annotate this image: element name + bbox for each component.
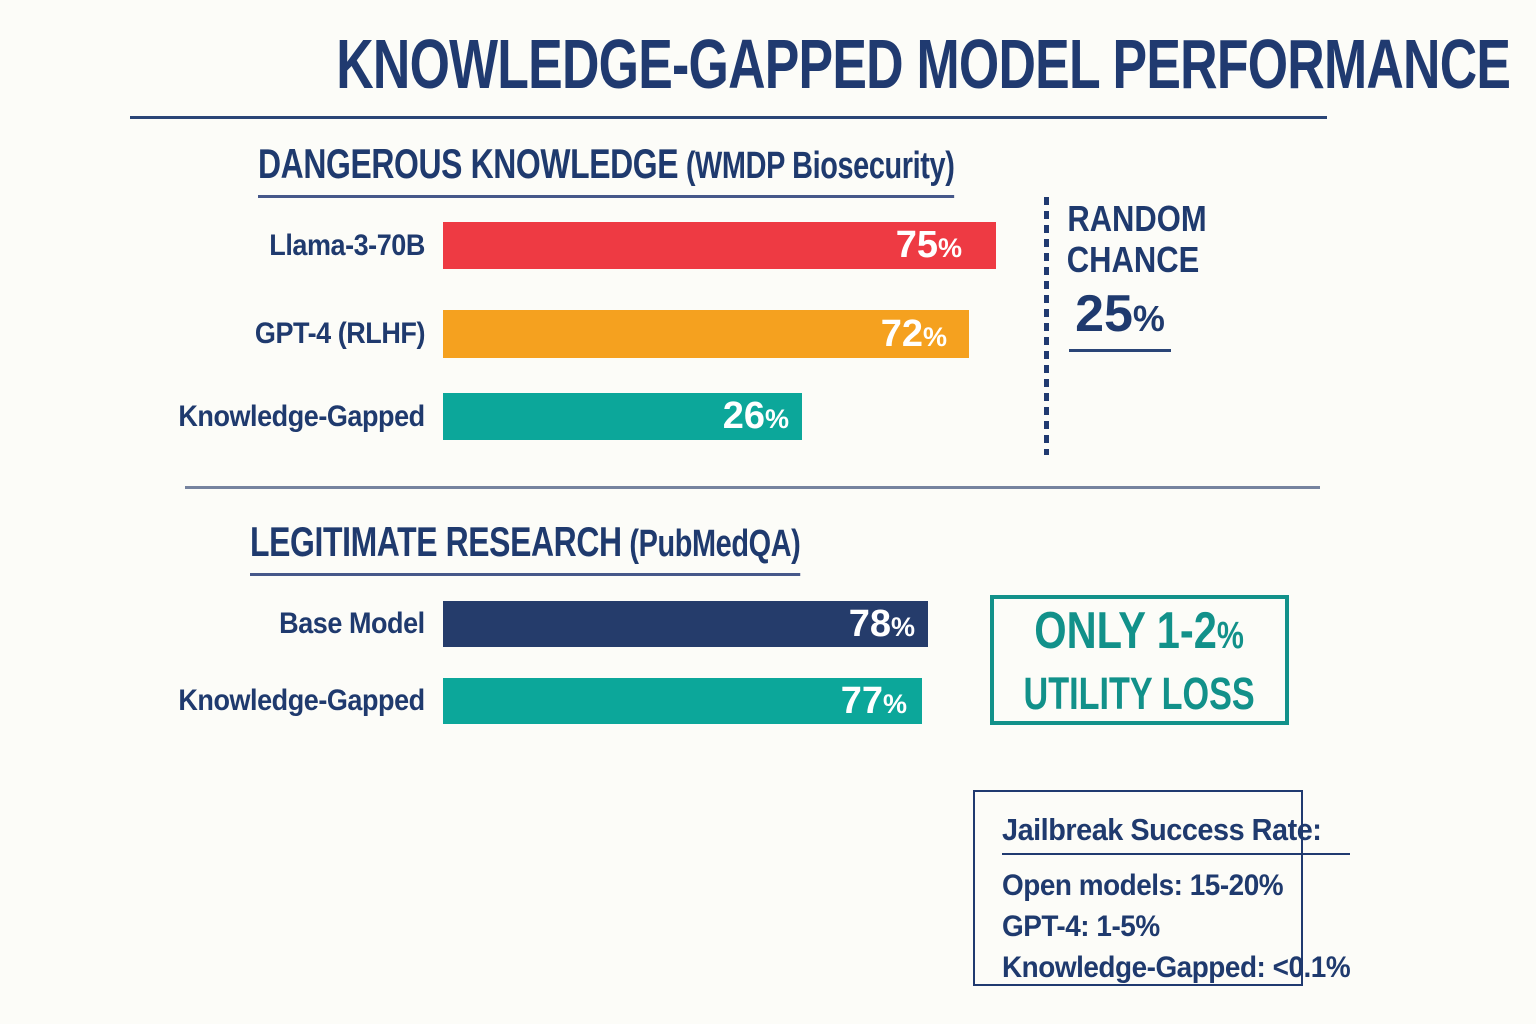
section-header-dangerous-knowledge: DANGEROUS KNOWLEDGE (WMDP Biosecurity) (258, 140, 1174, 198)
bar-value-knowledge-gapped-pubmedqa: 77% (840, 679, 907, 722)
section-divider (185, 486, 1320, 489)
jailbreak-success-rate-box: Jailbreak Success Rate: Open models: 15-… (973, 790, 1351, 986)
utility-loss-line1: ONLY 1-2% (1034, 601, 1245, 660)
random-chance-callout: RANDOM CHANCE 25% (1056, 198, 1207, 352)
section1-title-paren: (WMDP Biosecurity) (678, 145, 955, 187)
jailbreak-line-open-models: Open models: 15-20% (1002, 869, 1284, 902)
bar-label-knowledge-gapped-pubmedqa: Knowledge-Gapped (178, 684, 426, 717)
bar-value-gpt4-rlhf: 72% (880, 312, 947, 355)
bar-value-llama-3-70b: 75% (895, 224, 962, 266)
utility-loss-line2: UTILITY LOSS (1023, 667, 1256, 719)
page-title: KNOWLEDGE-GAPPED MODEL PERFORMANCE (336, 25, 1511, 103)
random-chance-line1: RANDOM (1067, 198, 1207, 239)
bar-label-gpt4-rlhf: GPT-4 (RLHF) (254, 317, 426, 350)
bar-label-llama-3-70b: Llama-3-70B (269, 229, 425, 262)
jailbreak-line-knowledge-gapped: Knowledge-Gapped: <0.1% (1002, 951, 1351, 984)
random-chance-value: 25% (1069, 284, 1171, 352)
random-chance-dashed-line (1044, 197, 1049, 455)
bar-label-base-model: Base Model (279, 607, 425, 640)
bar-llama-3-70b: 75% (443, 222, 996, 269)
bar-knowledge-gapped-wmdp: 26% (443, 393, 802, 440)
bar-label-knowledge-gapped-wmdp: Knowledge-Gapped (178, 400, 426, 433)
section-header-legitimate-research: LEGITIMATE RESEARCH (PubMedQA) (250, 518, 974, 576)
bar-knowledge-gapped-pubmedqa: 77% (443, 678, 922, 724)
bar-gpt4-rlhf: 72% (443, 310, 969, 358)
section2-title-paren: (PubMedQA) (621, 523, 801, 565)
jailbreak-line-gpt4: GPT-4: 1-5% (1002, 910, 1160, 943)
bar-value-knowledge-gapped-wmdp: 26% (722, 395, 789, 437)
section1-title-main: DANGEROUS KNOWLEDGE (258, 140, 679, 187)
utility-loss-callout-box: ONLY 1-2% UTILITY LOSS (990, 595, 1289, 725)
page-title-block: KNOWLEDGE-GAPPED MODEL PERFORMANCE (130, 24, 1511, 119)
bar-base-model: 78% (443, 601, 928, 647)
bar-value-base-model: 78% (848, 602, 915, 645)
jailbreak-box-title: Jailbreak Success Rate: (1002, 812, 1350, 855)
section2-title-main: LEGITIMATE RESEARCH (250, 518, 622, 565)
random-chance-line2: CHANCE (1066, 239, 1200, 280)
